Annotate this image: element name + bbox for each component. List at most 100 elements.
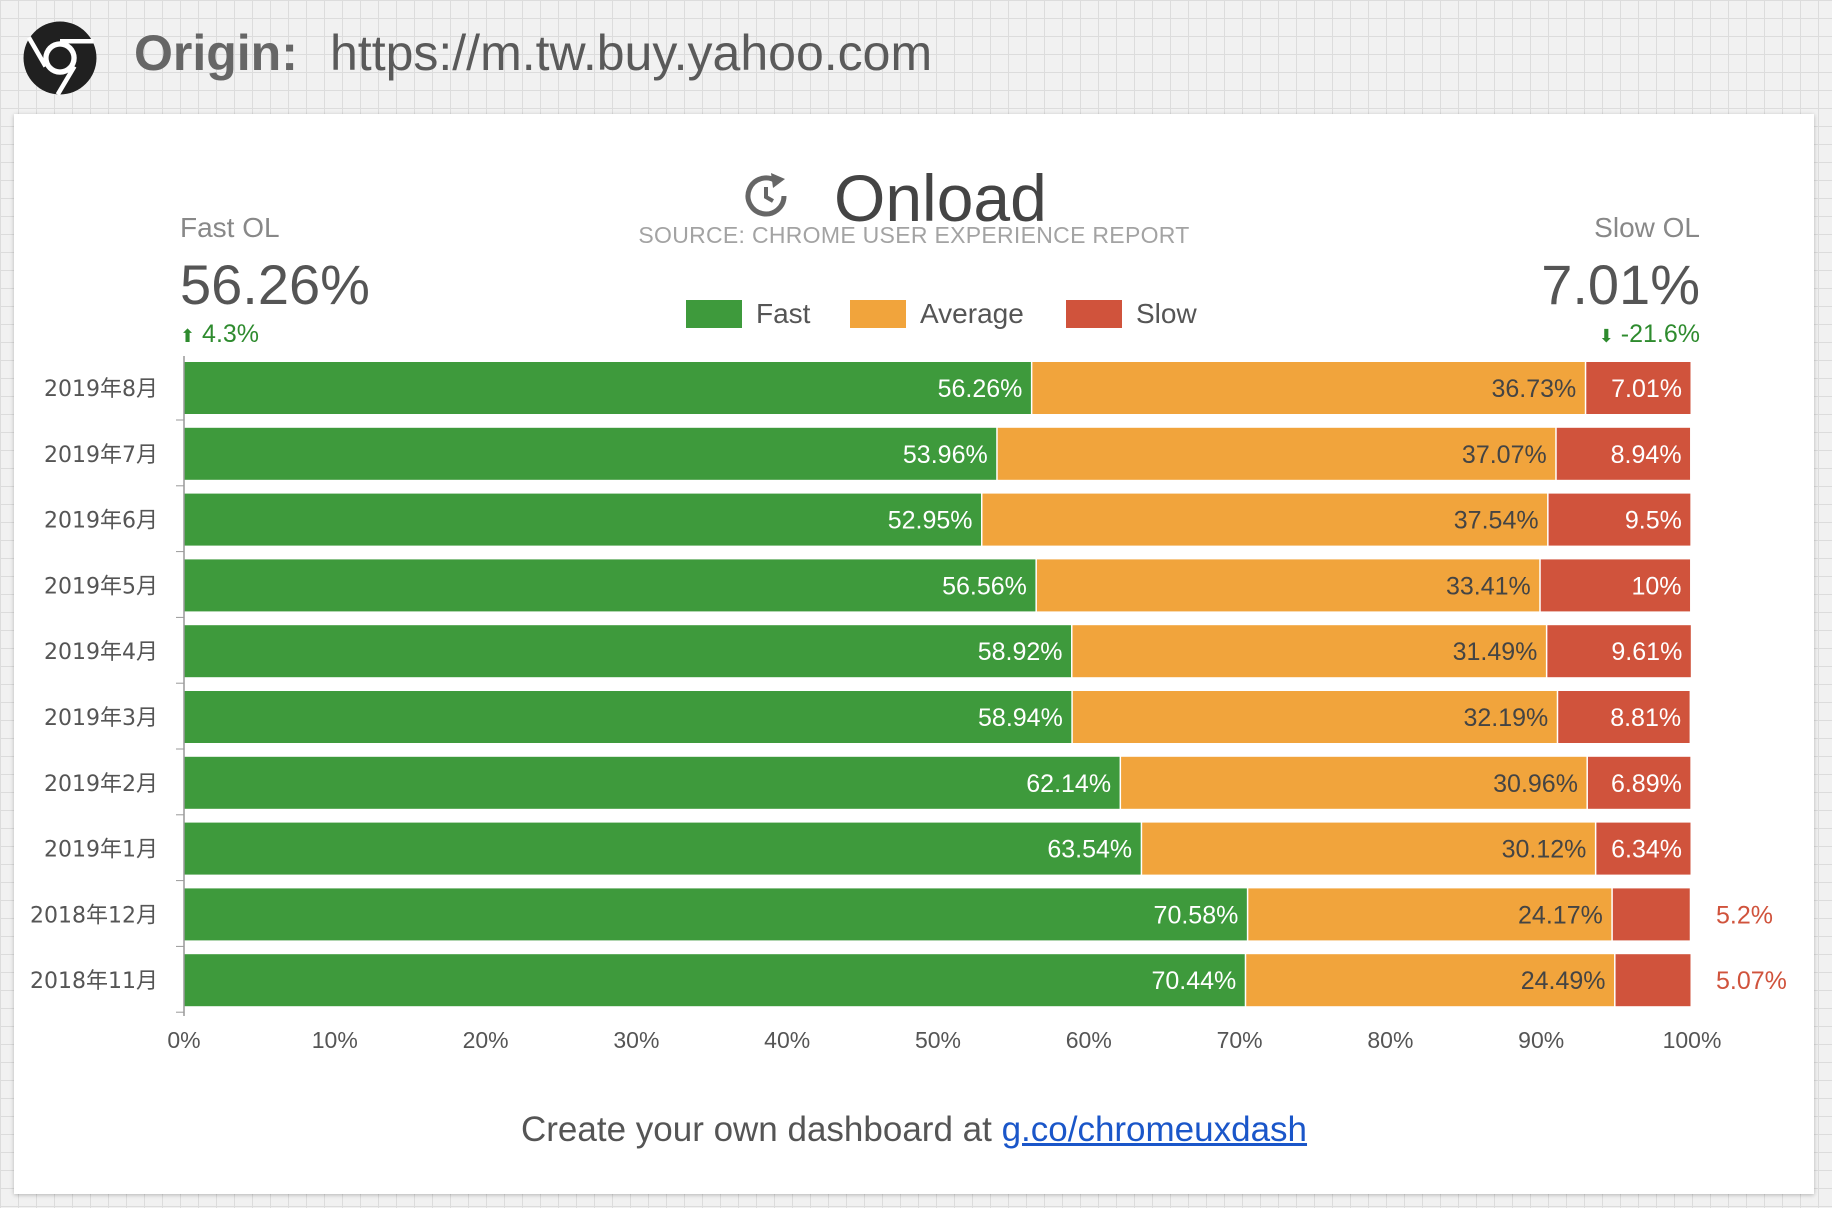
origin-label: Origin: xyxy=(134,25,298,81)
bar-fast-segment xyxy=(184,954,1245,1007)
legend-item-slow: Slow xyxy=(1066,294,1197,334)
x-tick-label: 80% xyxy=(1367,1027,1413,1053)
slow-kpi-value: 7.01% xyxy=(1541,253,1700,316)
bar-slow-segment xyxy=(1615,954,1691,1007)
data-label-fast: 58.92% xyxy=(978,638,1063,666)
category-label: 2019年2月 xyxy=(44,772,158,797)
legend-item-fast: Fast xyxy=(686,294,810,334)
source-caption: SOURCE: CHROME USER EXPERIENCE REPORT xyxy=(638,222,1190,248)
fast-kpi-value: 56.26% xyxy=(180,253,370,316)
category-label: 2019年8月 xyxy=(44,377,158,402)
origin-url: https://m.tw.buy.yahoo.com xyxy=(330,25,933,81)
x-tick-label: 20% xyxy=(463,1027,509,1053)
chart-panel: Onload SOURCE: CHROME USER EXPERIENCE RE… xyxy=(14,114,1814,1194)
category-label: 2019年4月 xyxy=(44,640,158,665)
slow-kpi-delta: ⬇ -21.6% xyxy=(1599,320,1700,349)
bar-slow-segment xyxy=(1540,559,1691,612)
x-tick-label: 90% xyxy=(1518,1027,1564,1053)
bar-slow-segment xyxy=(1547,625,1691,678)
data-label-slow: 6.89% xyxy=(1611,770,1682,798)
category-label: 2018年11月 xyxy=(30,969,158,994)
x-tick-label: 0% xyxy=(167,1027,200,1053)
legend-label-average: Average xyxy=(920,298,1024,329)
bar-fast-segment xyxy=(184,493,981,546)
bar-slow-segment xyxy=(1596,822,1691,875)
bar-average-segment xyxy=(1072,625,1546,678)
category-label: 2019年5月 xyxy=(44,574,158,599)
data-label-slow: 8.81% xyxy=(1610,704,1681,732)
data-label-fast: 58.94% xyxy=(978,704,1063,732)
legend-swatch-slow xyxy=(1066,300,1122,328)
x-tick-label: 50% xyxy=(915,1027,961,1053)
bar-slow-segment xyxy=(1612,888,1690,941)
dashboard-link[interactable]: g.co/chromeuxdash xyxy=(1001,1110,1308,1149)
arrow-up-icon: ⬆ xyxy=(180,326,196,346)
bar-slow-segment xyxy=(1587,756,1691,809)
category-label: 2019年1月 xyxy=(44,838,158,863)
data-label-average: 30.96% xyxy=(1493,770,1578,798)
legend-label-fast: Fast xyxy=(756,298,811,329)
bar-slow-segment xyxy=(1558,691,1690,743)
bar-fast-segment xyxy=(184,362,1031,414)
bar-average-segment xyxy=(1121,756,1587,809)
bar-average-segment xyxy=(1246,954,1615,1007)
slow-kpi-label: Slow OL xyxy=(1594,212,1700,243)
category-label: 2019年3月 xyxy=(44,706,158,731)
header: Origin: https://m.tw.buy.yahoo.com xyxy=(0,0,1832,112)
category-label: 2018年12月 xyxy=(30,903,158,928)
footer: Create your own dashboard at g.co/chrome… xyxy=(14,1110,1814,1150)
data-label-average: 24.49% xyxy=(1521,967,1606,995)
bar-average-segment xyxy=(1142,822,1595,875)
data-label-slow: 5.07% xyxy=(1716,967,1787,995)
category-label: 2019年6月 xyxy=(44,509,158,534)
bar-slow-segment xyxy=(1586,362,1691,414)
title-block: Onload xyxy=(14,150,1814,235)
data-label-fast: 53.96% xyxy=(903,441,988,469)
legend-label-slow: Slow xyxy=(1136,298,1197,329)
chrome-icon xyxy=(23,21,97,96)
bar-average-segment xyxy=(997,427,1556,480)
chart-title: Onload xyxy=(834,161,1047,235)
data-label-fast: 56.26% xyxy=(938,375,1023,403)
category-label: 2019年7月 xyxy=(44,443,158,468)
data-label-average: 32.19% xyxy=(1463,704,1548,732)
data-label-fast: 62.14% xyxy=(1026,770,1111,798)
data-label-average: 30.12% xyxy=(1502,836,1587,864)
bar-average-segment xyxy=(1036,559,1540,612)
data-label-average: 37.54% xyxy=(1454,507,1539,535)
data-label-average: 37.07% xyxy=(1462,441,1547,469)
bar-fast-segment xyxy=(184,625,1072,678)
bar-fast-segment xyxy=(184,559,1036,612)
fast-kpi-delta-value: 4.3% xyxy=(202,320,260,348)
bar-average-segment xyxy=(1072,691,1557,743)
data-label-average: 24.17% xyxy=(1518,901,1603,929)
data-label-slow: 9.61% xyxy=(1611,638,1682,666)
legend-swatch-fast xyxy=(686,300,742,328)
legend-swatch-average xyxy=(850,300,906,328)
fast-kpi-label: Fast OL xyxy=(180,212,280,243)
refresh-clock-icon xyxy=(745,173,787,217)
data-label-slow: 8.94% xyxy=(1611,441,1682,469)
data-label-slow: 10% xyxy=(1632,572,1682,600)
bar-average-segment xyxy=(982,493,1548,546)
data-label-average: 31.49% xyxy=(1453,638,1538,666)
bar-slow-segment xyxy=(1548,493,1691,546)
data-label-average: 33.41% xyxy=(1446,572,1531,600)
data-label-slow: 9.5% xyxy=(1625,507,1682,535)
x-tick-label: 70% xyxy=(1217,1027,1263,1053)
x-tick-label: 10% xyxy=(312,1027,358,1053)
bar-average-segment xyxy=(1032,362,1585,414)
bar-average-segment xyxy=(1248,888,1612,941)
x-tick-label: 30% xyxy=(613,1027,659,1053)
stacked-bar-chart: 2019年8月 56.26% 36.73% 7.01% 2019年7月 53.96% 37.… xyxy=(30,356,1787,1053)
data-label-fast: 70.44% xyxy=(1151,967,1236,995)
bar-fast-segment xyxy=(184,756,1120,809)
data-label-fast: 56.56% xyxy=(942,572,1027,600)
x-tick-label: 40% xyxy=(764,1027,810,1053)
x-tick-label: 100% xyxy=(1663,1027,1722,1053)
bar-slow-segment xyxy=(1556,427,1691,480)
bar-fast-segment xyxy=(184,691,1072,743)
legend-item-average: Average xyxy=(850,294,1024,334)
data-label-slow: 5.2% xyxy=(1716,901,1773,929)
bar-fast-segment xyxy=(184,822,1141,875)
